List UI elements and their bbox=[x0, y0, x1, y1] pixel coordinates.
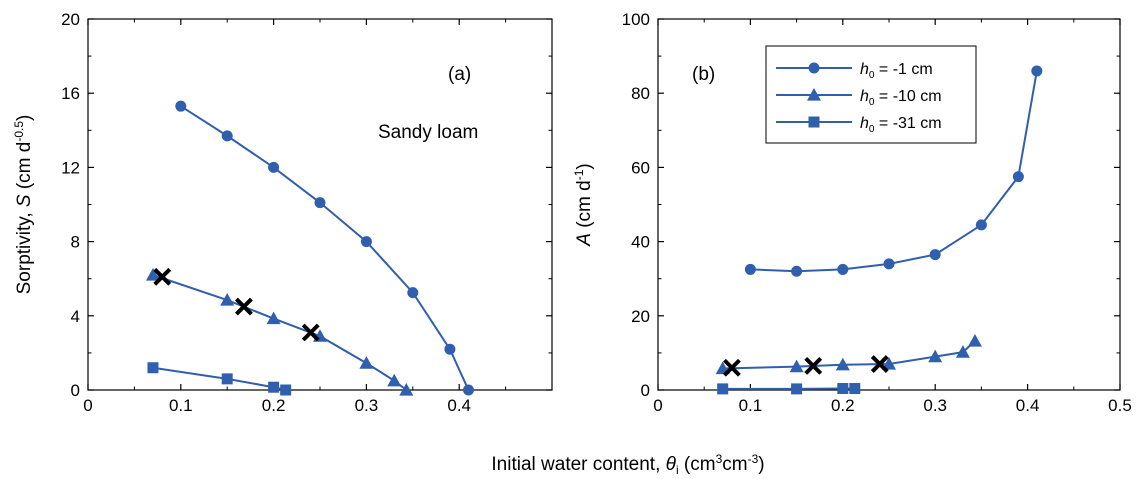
data-point-a-triangle bbox=[399, 383, 414, 396]
data-point-b-triangle bbox=[882, 357, 896, 370]
y-tick-label-a: 12 bbox=[61, 158, 80, 177]
data-point-b-square bbox=[791, 383, 803, 395]
legend: h0 = -1 cm h0 = -10 cm h0 = -31 cm bbox=[765, 45, 977, 144]
data-point-a-triangle bbox=[359, 356, 374, 369]
shared-x-axis-label: Initial water content, θi (cm3cm-3) bbox=[491, 452, 764, 477]
y-tick-label-a: 4 bbox=[71, 307, 80, 326]
data-point-a-circle bbox=[268, 161, 280, 173]
data-point-a-triangle bbox=[220, 293, 235, 306]
y-axis-label-b: A (cm d-1) bbox=[572, 163, 595, 246]
data-point-a-square bbox=[147, 362, 159, 374]
legend-marker bbox=[807, 88, 821, 101]
legend-entry-label: h0 = -1 cm bbox=[860, 61, 933, 81]
data-point-b-circle bbox=[744, 263, 756, 275]
y-tick-label-b: 100 bbox=[622, 10, 650, 29]
data-point-a-circle bbox=[175, 100, 187, 112]
x-mark-b bbox=[804, 356, 823, 375]
data-point-a-triangle bbox=[387, 373, 402, 387]
data-point-b-circle bbox=[1012, 171, 1024, 183]
x-tick-label-b: 0.1 bbox=[739, 396, 763, 415]
legend-marker bbox=[808, 62, 820, 74]
data-point-a-square bbox=[280, 384, 292, 396]
data-point-a-circle bbox=[462, 384, 474, 396]
x-mark-a bbox=[301, 323, 320, 342]
data-point-b-triangle bbox=[955, 345, 970, 358]
data-point-a-circle bbox=[407, 287, 419, 299]
panel-a: 0 0.1 0.2 0.3 0.4 0 4 8 12 16 20 Sorptivity, S (cm … bbox=[12, 10, 553, 415]
data-point-a-square bbox=[221, 373, 233, 385]
x-tick-label-a: 0.2 bbox=[262, 396, 286, 415]
data-point-a-circle bbox=[444, 343, 456, 355]
panel-label-a: (a) bbox=[448, 64, 471, 85]
x-tick-label-a: 0 bbox=[83, 396, 92, 415]
data-point-b-square bbox=[717, 383, 729, 395]
y-tick-label-a: 16 bbox=[61, 84, 80, 103]
series-line-a-square bbox=[152, 366, 286, 391]
annotation-text: Sandy loam bbox=[378, 122, 478, 143]
data-point-a-circle bbox=[221, 130, 233, 142]
data-point-b-circle bbox=[1031, 65, 1043, 77]
x-mark-a bbox=[234, 297, 253, 316]
data-point-b-circle bbox=[975, 219, 987, 231]
x-mark-b bbox=[870, 355, 889, 373]
x-mark-b bbox=[723, 358, 741, 377]
data-point-b-triangle bbox=[928, 349, 943, 363]
x-tick-label-b: 0.3 bbox=[923, 396, 947, 415]
y-tick-label-a: 8 bbox=[71, 233, 80, 252]
legend-entry-label: h0 = -10 cm bbox=[860, 88, 942, 108]
data-point-b-square bbox=[837, 383, 849, 395]
x-tick-label-b: 0.5 bbox=[1108, 396, 1132, 415]
data-point-a-triangle bbox=[266, 311, 281, 325]
y-tick-label-a: 20 bbox=[61, 10, 80, 29]
data-point-a-circle bbox=[314, 197, 326, 209]
data-point-b-circle bbox=[791, 265, 803, 277]
series-line-a-circle bbox=[180, 105, 470, 391]
y-tick-label-b: 20 bbox=[631, 307, 650, 326]
y-tick-label-b: 80 bbox=[631, 84, 650, 103]
series-line-b-circle bbox=[750, 70, 1038, 273]
data-point-a-square bbox=[268, 381, 280, 393]
data-point-b-square bbox=[849, 383, 861, 395]
y-tick-label-b: 40 bbox=[631, 233, 650, 252]
data-point-a-triangle bbox=[145, 267, 160, 281]
data-point-b-triangle bbox=[789, 359, 804, 373]
panel-label-b: (b) bbox=[692, 64, 715, 85]
x-tick-label-b: 0.4 bbox=[1016, 396, 1040, 415]
y-tick-label-b: 0 bbox=[641, 381, 650, 400]
data-point-b-triangle bbox=[835, 357, 850, 371]
legend-marker bbox=[808, 116, 820, 128]
y-axis-label-a: Sorptivity, S (cm d-0.5) bbox=[12, 115, 35, 295]
x-mark-a bbox=[153, 267, 172, 286]
legend-entry-label: h0 = -31 cm bbox=[860, 115, 942, 135]
x-tick-label-a: 0.3 bbox=[355, 396, 379, 415]
data-point-b-circle bbox=[883, 258, 895, 270]
x-tick-label-b: 0.2 bbox=[831, 396, 855, 415]
data-point-b-circle bbox=[837, 263, 849, 275]
y-tick-label-b: 60 bbox=[631, 158, 650, 177]
x-tick-label-b: 0 bbox=[653, 396, 662, 415]
data-point-b-circle bbox=[929, 249, 941, 261]
data-point-a-circle bbox=[360, 236, 372, 248]
x-tick-label-a: 0.1 bbox=[169, 396, 193, 415]
panel-b: 0 0.1 0.2 0.3 0.4 0.5 0 20 40 60 80 100 A (cm d-1) (b… bbox=[572, 10, 1132, 415]
x-tick-label-a: 0.4 bbox=[447, 396, 471, 415]
y-tick-label-a: 0 bbox=[71, 381, 80, 400]
data-point-b-triangle bbox=[967, 334, 982, 347]
